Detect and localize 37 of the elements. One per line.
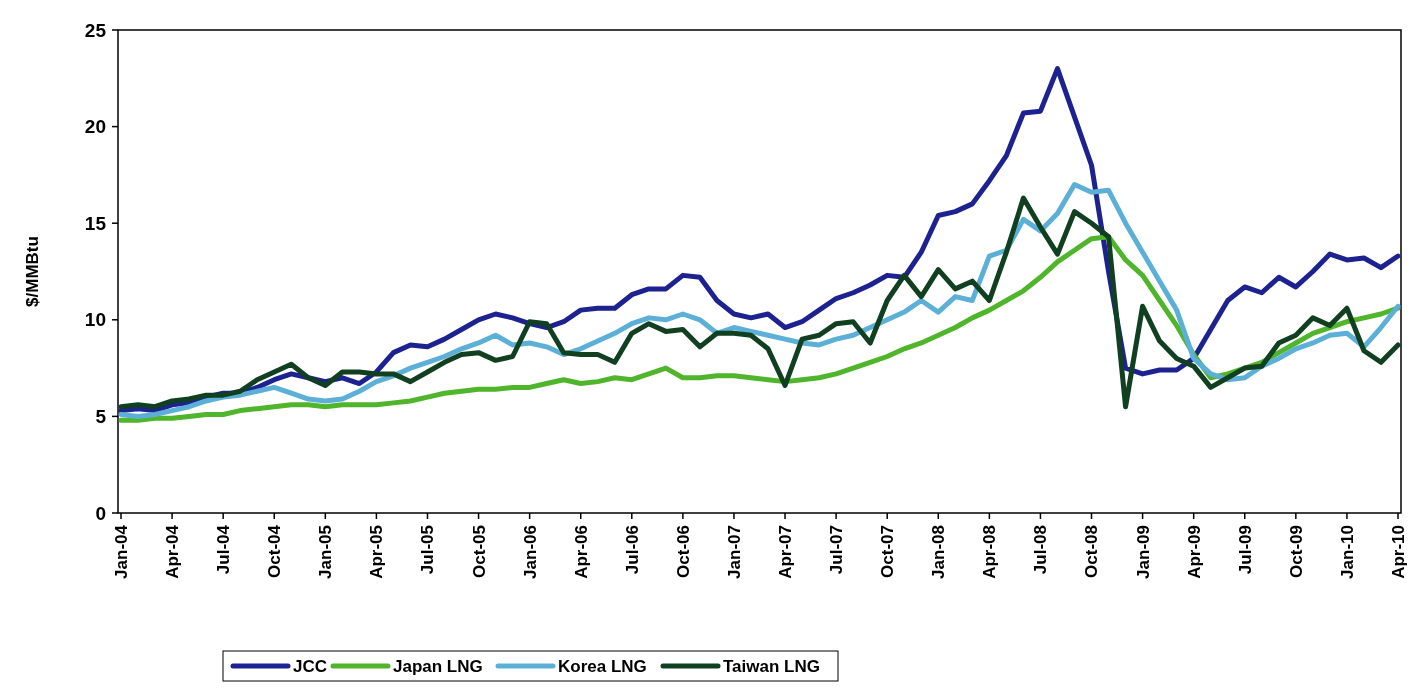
x-tick-label: Oct-04 — [265, 524, 285, 578]
x-tick-label: Jan-06 — [520, 525, 540, 579]
y-tick-label: 10 — [84, 309, 106, 331]
legend-label: Taiwan LNG — [723, 656, 820, 676]
x-tick-label: Apr-05 — [367, 525, 387, 579]
x-tick-label: Jul-06 — [622, 525, 642, 575]
x-tick-label: Jul-05 — [418, 525, 438, 575]
x-tick-label: Oct-07 — [878, 525, 898, 578]
x-tick-label: Jan-07 — [724, 525, 744, 579]
y-axis-title: $/MMBtu — [23, 236, 42, 307]
x-tick-label: Jan-05 — [316, 525, 336, 579]
legend-label: JCC — [293, 656, 328, 676]
x-tick-label: Apr-04 — [163, 524, 183, 579]
y-tick-label: 0 — [95, 502, 106, 524]
x-tick-label: Jul-07 — [827, 525, 847, 575]
x-tick-label: Jul-04 — [214, 524, 234, 575]
x-tick-label: Apr-10 — [1388, 525, 1408, 579]
x-tick-label: Jan-04 — [111, 524, 131, 579]
x-tick-label: Jan-08 — [929, 525, 949, 579]
x-tick-label: Jul-08 — [1031, 525, 1051, 575]
x-tick-label: Oct-05 — [469, 525, 489, 578]
y-tick-label: 5 — [95, 406, 107, 428]
x-tick-label: Apr-07 — [775, 525, 795, 579]
y-tick-label: 20 — [84, 116, 106, 138]
y-tick-label: 15 — [84, 212, 107, 234]
legend-label: Japan LNG — [393, 656, 483, 676]
x-tick-label: Apr-06 — [571, 525, 591, 579]
x-tick-label: Jan-09 — [1133, 525, 1153, 579]
x-tick-label: Jul-09 — [1235, 525, 1255, 575]
x-tick-label: Jan-10 — [1337, 525, 1357, 579]
x-tick-label: Apr-08 — [980, 525, 1000, 579]
x-tick-label: Apr-09 — [1184, 525, 1204, 579]
x-tick-label: Oct-09 — [1286, 525, 1306, 578]
legend-label: Korea LNG — [558, 656, 647, 676]
y-tick-label: 25 — [84, 19, 107, 41]
x-tick-label: Oct-06 — [673, 525, 693, 578]
x-tick-label: Oct-08 — [1082, 525, 1102, 578]
